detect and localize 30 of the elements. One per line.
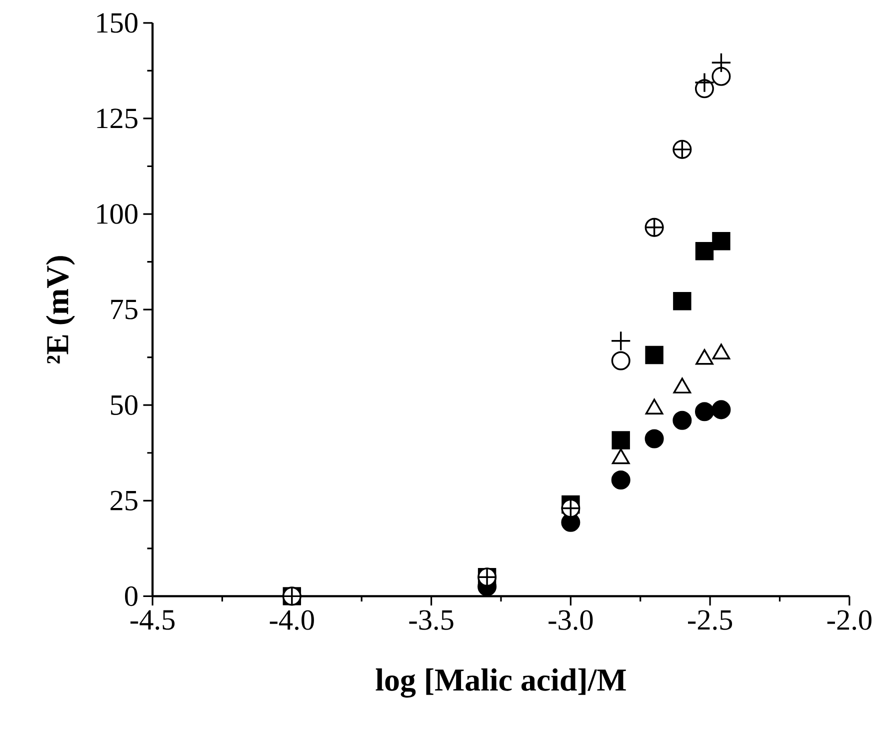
y-tick-label: 125 — [97, 108, 138, 128]
point — [610, 330, 632, 352]
point — [644, 429, 664, 448]
x-tick-label: -3.0 — [548, 610, 593, 630]
y-axis-title: ²E (mV) — [46, 256, 75, 364]
point — [612, 431, 630, 450]
point — [712, 400, 731, 420]
point — [694, 72, 715, 93]
x-tick-label: -3.5 — [409, 610, 454, 630]
point — [645, 346, 664, 364]
point — [712, 232, 730, 250]
y-tick-label: 0 — [125, 586, 138, 606]
x-axis-title: log [Malic acid]/M — [376, 668, 626, 698]
y-tick-label: 100 — [97, 204, 138, 224]
point — [694, 402, 714, 422]
point — [611, 470, 630, 490]
point — [711, 52, 732, 73]
x-tick-label: -4.0 — [270, 610, 314, 630]
x-tick-label: -4.5 — [130, 610, 175, 630]
point — [695, 242, 714, 260]
y-tick-label: 25 — [110, 490, 138, 511]
x-tick-label: -2.0 — [827, 610, 872, 630]
x-tick-label: -2.5 — [688, 610, 732, 630]
y-tick-label: 75 — [111, 300, 138, 320]
point — [672, 410, 692, 430]
y-tick-label: 50 — [111, 395, 138, 416]
point — [712, 67, 731, 86]
y-tick-label: 150 — [97, 13, 138, 33]
point — [611, 351, 630, 370]
point — [673, 292, 692, 310]
